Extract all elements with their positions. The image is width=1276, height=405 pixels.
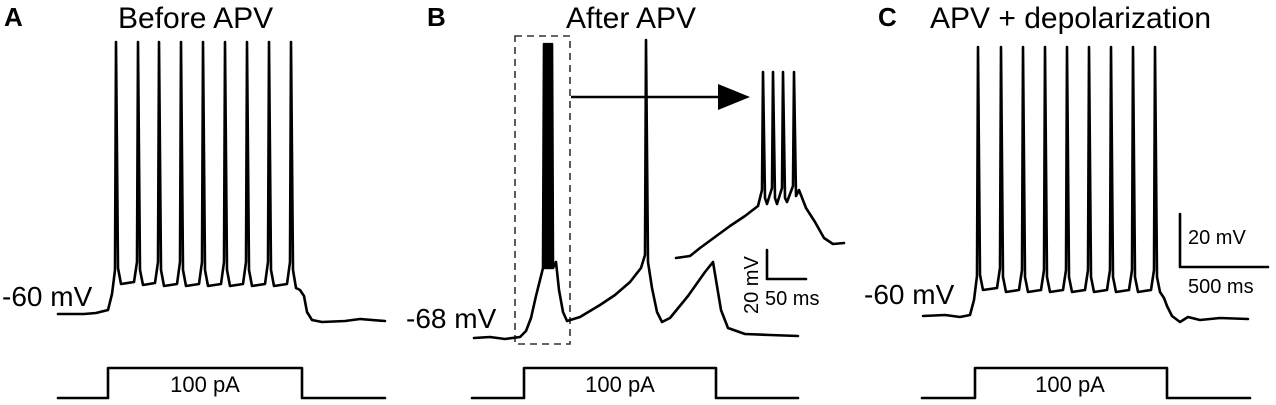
panel-a-letter: A: [4, 2, 23, 32]
inset-arrowhead: [718, 84, 750, 110]
panel-c-voltage-trace: [921, 45, 1250, 324]
panel-a: A Before APV -60 mV 100 pA: [2, 2, 387, 400]
panel-a-voltage-trace: [56, 40, 387, 324]
panel-a-title: Before APV: [118, 2, 273, 35]
panel-b-resting-potential: -68 mV: [406, 303, 497, 334]
panel-b-title: After APV: [566, 2, 696, 35]
main-voltage-scale-label: 20 mV: [1188, 227, 1246, 249]
inset-burst-trace: [674, 70, 846, 260]
panel-a-stimulus-label: 100 pA: [170, 372, 240, 397]
panel-b-stimulus-trace: [470, 366, 800, 400]
panel-c-stimulus-label: 100 pA: [1035, 372, 1105, 397]
panel-b: B After APV -68 mV 100 pA 20 mV 50 ms: [406, 2, 846, 400]
main-scale-bar: [1178, 212, 1270, 269]
panel-b-voltage-trace: [472, 38, 800, 341]
inset-voltage-scale-label: 20 mV: [741, 256, 763, 314]
panel-c-stimulus-trace: [920, 366, 1252, 400]
panel-b-letter: B: [427, 2, 446, 32]
panel-a-resting-potential: -60 mV: [2, 281, 93, 312]
burst-highlight-box: [514, 35, 571, 345]
panel-c: C APV + depolarization -60 mV 100 pA 20 …: [864, 2, 1270, 400]
panel-c-title: APV + depolarization: [930, 2, 1211, 35]
panel-a-stimulus-trace: [56, 366, 387, 400]
inset-time-scale-label: 50 ms: [765, 288, 819, 310]
main-time-scale-label: 500 ms: [1188, 276, 1254, 298]
panel-c-resting-potential: -60 mV: [864, 279, 955, 310]
panel-b-stimulus-label: 100 pA: [585, 372, 655, 397]
panel-c-letter: C: [878, 2, 897, 32]
inset-scale-bar: [765, 248, 808, 281]
